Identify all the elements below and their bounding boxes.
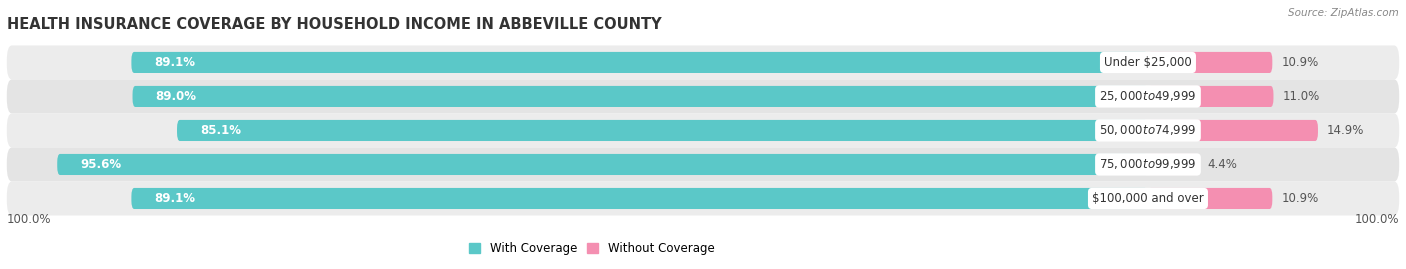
FancyBboxPatch shape [131,52,1147,73]
FancyBboxPatch shape [1147,52,1272,73]
Text: 10.9%: 10.9% [1281,56,1319,69]
FancyBboxPatch shape [7,114,1399,147]
FancyBboxPatch shape [7,182,1399,215]
Text: 89.1%: 89.1% [155,192,195,205]
Text: 100.0%: 100.0% [7,213,52,226]
FancyBboxPatch shape [1147,120,1317,141]
FancyBboxPatch shape [7,79,1399,114]
FancyBboxPatch shape [7,45,1399,79]
FancyBboxPatch shape [58,154,1147,175]
FancyBboxPatch shape [7,147,1399,182]
FancyBboxPatch shape [1147,86,1274,107]
Text: $75,000 to $99,999: $75,000 to $99,999 [1099,157,1197,171]
Text: 11.0%: 11.0% [1282,90,1320,103]
Text: $50,000 to $74,999: $50,000 to $74,999 [1099,123,1197,137]
Text: 14.9%: 14.9% [1327,124,1364,137]
Text: Source: ZipAtlas.com: Source: ZipAtlas.com [1288,8,1399,18]
FancyBboxPatch shape [132,86,1147,107]
Text: Under $25,000: Under $25,000 [1104,56,1192,69]
Text: 100.0%: 100.0% [1354,213,1399,226]
Text: $100,000 and over: $100,000 and over [1092,192,1204,205]
Text: 95.6%: 95.6% [80,158,121,171]
FancyBboxPatch shape [1147,188,1272,209]
Text: HEALTH INSURANCE COVERAGE BY HOUSEHOLD INCOME IN ABBEVILLE COUNTY: HEALTH INSURANCE COVERAGE BY HOUSEHOLD I… [7,17,662,32]
Text: 89.1%: 89.1% [155,56,195,69]
FancyBboxPatch shape [177,120,1147,141]
Text: 89.0%: 89.0% [155,90,197,103]
Text: $25,000 to $49,999: $25,000 to $49,999 [1099,90,1197,104]
Text: 4.4%: 4.4% [1208,158,1237,171]
Text: 85.1%: 85.1% [200,124,240,137]
Text: 10.9%: 10.9% [1281,192,1319,205]
FancyBboxPatch shape [1147,154,1198,175]
Legend: With Coverage, Without Coverage: With Coverage, Without Coverage [464,237,720,260]
FancyBboxPatch shape [131,188,1147,209]
